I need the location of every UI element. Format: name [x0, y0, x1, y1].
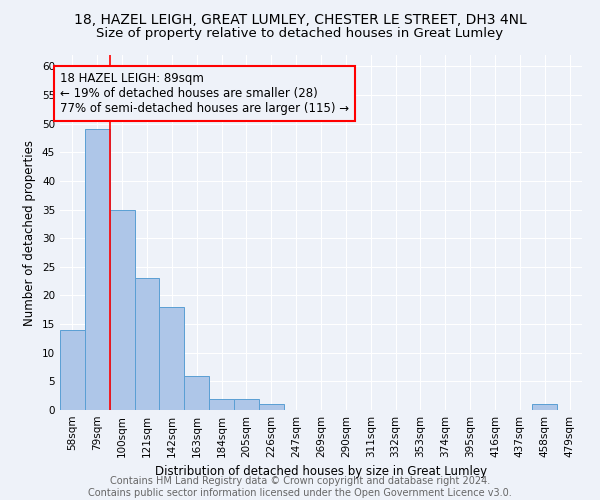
Bar	[184, 376, 209, 410]
X-axis label: Distribution of detached houses by size in Great Lumley: Distribution of detached houses by size …	[155, 466, 487, 478]
Bar	[234, 398, 259, 410]
Text: 18 HAZEL LEIGH: 89sqm
← 19% of detached houses are smaller (28)
77% of semi-deta: 18 HAZEL LEIGH: 89sqm ← 19% of detached …	[60, 72, 349, 115]
Y-axis label: Number of detached properties: Number of detached properties	[23, 140, 37, 326]
Bar	[532, 404, 557, 410]
Bar	[259, 404, 284, 410]
Bar	[110, 210, 134, 410]
Text: Size of property relative to detached houses in Great Lumley: Size of property relative to detached ho…	[97, 28, 503, 40]
Bar	[85, 130, 110, 410]
Text: 18, HAZEL LEIGH, GREAT LUMLEY, CHESTER LE STREET, DH3 4NL: 18, HAZEL LEIGH, GREAT LUMLEY, CHESTER L…	[74, 12, 526, 26]
Bar	[60, 330, 85, 410]
Text: Contains HM Land Registry data © Crown copyright and database right 2024.
Contai: Contains HM Land Registry data © Crown c…	[88, 476, 512, 498]
Bar	[134, 278, 160, 410]
Bar	[160, 307, 184, 410]
Bar	[209, 398, 234, 410]
